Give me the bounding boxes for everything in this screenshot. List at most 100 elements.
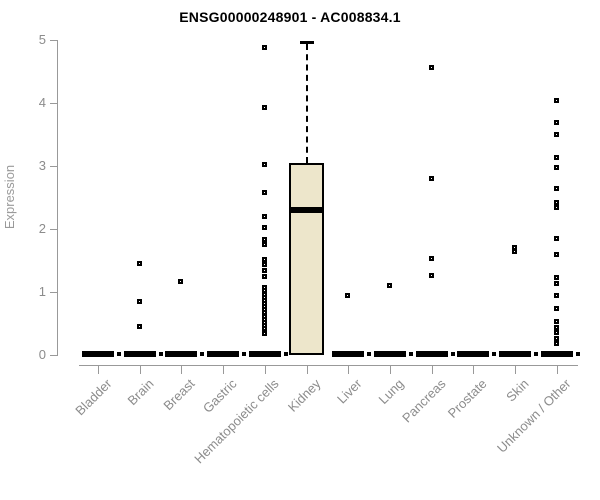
zero-outlier-dot (117, 352, 121, 356)
outlier-point (553, 318, 559, 324)
zero-outlier-dot (492, 352, 497, 356)
zero-outlier-dot (158, 352, 163, 356)
x-tick (515, 366, 517, 374)
y-tick-label: 2 (38, 221, 46, 236)
outlier-point (261, 105, 267, 111)
outlier-point (136, 261, 142, 267)
outlier-point (261, 236, 267, 242)
zero-outlier-dot (367, 352, 372, 356)
zero-outlier-dot (450, 352, 455, 356)
outlier-point (553, 252, 559, 258)
box-iqr (288, 162, 324, 355)
outlier-point (428, 176, 434, 182)
zero-boxplot-bar (457, 351, 490, 357)
x-tick (473, 366, 475, 374)
zero-boxplot-bar (332, 351, 365, 357)
outlier-point (553, 131, 559, 137)
outlier-point (261, 326, 267, 332)
outlier-point (428, 273, 434, 279)
outlier-point (553, 120, 559, 126)
zero-boxplot-bar (82, 351, 114, 357)
outlier-point (428, 255, 434, 261)
x-tick (264, 366, 266, 374)
y-tick-label: 4 (38, 95, 46, 110)
y-axis-title: Expression (2, 164, 17, 230)
outlier-point (261, 242, 267, 248)
outlier-point (261, 261, 267, 267)
x-tick (306, 366, 308, 374)
y-tick (50, 103, 57, 104)
x-tick (98, 366, 99, 374)
y-tick-label: 1 (38, 284, 46, 299)
outlier-point (553, 98, 559, 104)
outlier-point (553, 205, 559, 211)
zero-outlier-dot (409, 352, 414, 356)
x-tick (181, 366, 183, 374)
outlier-point (553, 199, 559, 205)
outlier-point (512, 249, 518, 255)
zero-boxplot-bar (207, 351, 240, 357)
whisker-line (305, 43, 308, 163)
zero-outlier-dot (534, 352, 539, 356)
zero-boxplot-bar (415, 351, 448, 357)
zero-outlier-dot (283, 352, 288, 356)
zero-boxplot-bar (165, 351, 198, 357)
zero-boxplot-bar (374, 351, 407, 357)
outlier-point (261, 161, 267, 167)
outlier-point (261, 331, 267, 337)
y-tick-label: 5 (38, 32, 46, 47)
outlier-point (553, 341, 559, 347)
outlier-point (261, 45, 267, 51)
outlier-point (553, 164, 559, 170)
outlier-point (345, 293, 351, 299)
y-tick-label: 0 (38, 347, 46, 362)
y-tick (50, 40, 57, 41)
y-axis-line (57, 40, 58, 356)
x-tick (348, 366, 350, 374)
outlier-point (553, 324, 559, 330)
outlier-point (512, 244, 518, 250)
outlier-point (261, 273, 267, 279)
outlier-point (261, 224, 267, 230)
outlier-point (553, 155, 559, 161)
outlier-point (553, 306, 559, 311)
zero-outlier-dot (242, 352, 247, 356)
y-tick (50, 355, 57, 356)
outlier-point (553, 292, 559, 298)
zero-boxplot-bar (248, 351, 281, 357)
y-tick (50, 229, 57, 230)
x-tick (431, 366, 433, 374)
outlier-point (553, 236, 559, 242)
zero-boxplot-bar (123, 351, 156, 357)
median-line (290, 207, 322, 214)
chart-title: ENSG00000248901 - AC008834.1 (179, 9, 401, 25)
outlier-point (261, 190, 267, 196)
outlier-point (261, 256, 267, 262)
y-tick-label: 3 (38, 158, 46, 173)
zero-boxplot-bar (499, 351, 532, 357)
x-tick (139, 366, 141, 374)
zero-outlier-dot (200, 352, 205, 356)
outlier-point (553, 185, 559, 191)
zero-boxplot-bar (540, 351, 573, 357)
outlier-point (261, 214, 267, 220)
outlier-point (136, 299, 142, 305)
whisker-cap (299, 40, 314, 44)
y-tick (50, 292, 57, 293)
zero-outlier-dot (575, 352, 580, 356)
x-tick (556, 366, 558, 374)
x-tick (390, 366, 392, 374)
outlier-point (178, 278, 184, 284)
outlier-point (553, 329, 559, 335)
outlier-point (553, 336, 559, 342)
outlier-point (261, 268, 267, 274)
outlier-point (136, 324, 142, 330)
outlier-point (553, 275, 559, 281)
outlier-point (428, 65, 434, 71)
x-tick (223, 366, 225, 374)
y-tick (50, 166, 57, 167)
x-axis-line (79, 365, 578, 366)
outlier-point (387, 282, 393, 288)
outlier-point (553, 280, 559, 286)
